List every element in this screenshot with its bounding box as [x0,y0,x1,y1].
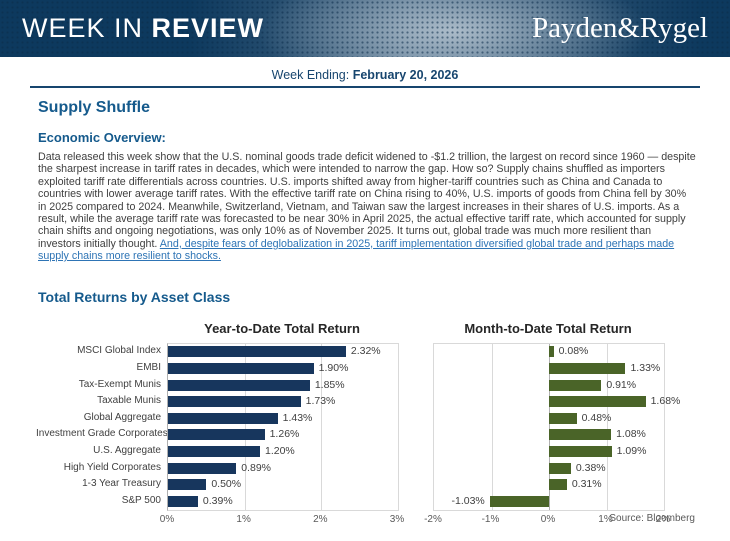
bar [168,412,278,424]
bar [168,479,207,491]
bar [549,379,602,391]
value-label: 0.08% [558,345,589,358]
ytd-total-return-chart: Year-to-Date Total Return MSCI Global In… [36,320,404,527]
bar [168,429,265,441]
category-label: U.S. Aggregate [93,445,161,457]
ytd-chart-area: MSCI Global Index EMBI Tax-Exempt Munis Tax… [36,342,404,527]
newsletter-title-bold: REVIEW [151,13,265,43]
mtd-x-axis: -2% -1% 0% 1% 2% [424,511,670,527]
bar [168,495,198,507]
bar [549,479,567,491]
value-label: 1.20% [265,445,295,458]
header-banner: WEEK IN REVIEW Payden&Rygel [0,0,730,57]
value-label: 0.91% [606,378,637,391]
bar [168,396,301,408]
article-title: Supply Shuffle [38,99,150,116]
value-label: 0.50% [211,478,242,491]
value-label: 1.73% [305,395,336,408]
x-tick-label: 1% [598,513,613,525]
mtd-chart-title: Month-to-Date Total Return [464,320,632,336]
week-ending-label: Week Ending: [271,68,353,82]
section-title: Total Returns by Asset Class [38,288,231,305]
divider-rule [30,86,700,88]
x-tick-label: -2% [424,513,442,525]
gridline [244,343,246,510]
brand-logo: Payden&Rygel [531,12,708,44]
x-tick-label: 2% [655,513,671,525]
ytd-plot-area: 2.32% 1.90% 1.85% 1.73% 1.43% 1.26% 1.20% 0.89%… [167,342,399,511]
gridline [606,343,608,510]
bar [549,346,554,358]
bar [549,363,626,375]
value-label: 1.43% [282,411,313,424]
bar [168,446,260,458]
x-tick-label: 2% [313,513,328,525]
bar [549,412,577,424]
zero-axis-line [549,343,550,510]
ytd-x-axis: 0% 1% 2% 3% [160,511,404,527]
week-ending-line: Week Ending: February 20, 2026 [0,68,730,82]
category-label: EMBI [136,362,161,374]
category-label: High Yield Corporates [63,461,161,473]
bar [489,495,549,507]
bar [549,446,612,458]
value-label: 2.32% [350,345,381,358]
bar [549,429,612,441]
gridline [321,343,323,510]
article-body-text: Data released this week show that the U.… [38,151,696,250]
value-label: 1.26% [269,428,300,441]
category-label: Tax-Exempt Munis [78,378,161,390]
bar [549,462,571,474]
newsletter-title-light: WEEK IN [22,13,152,43]
gridline [491,343,493,510]
article-body: Data released this week show that the U.… [38,151,696,263]
bar [168,379,310,391]
x-tick-label: -1% [481,513,500,525]
x-tick-label: 1% [236,513,251,525]
category-label: MSCI Global Index [77,345,161,357]
article-link[interactable]: And, despite fears of deglobalization in… [38,237,675,263]
value-label: 1.08% [616,428,646,441]
category-label: S&P 500 [121,494,161,506]
x-tick-label: 3% [389,513,405,525]
ytd-category-labels: MSCI Global Index EMBI Tax-Exempt Munis Tax… [36,343,168,509]
newsletter-title: WEEK IN REVIEW [22,13,264,44]
value-label: 1.09% [616,445,647,458]
economic-overview-heading: Economic Overview: [38,130,166,145]
category-label: Global Aggregate [83,411,161,423]
x-tick-label: 0% [159,513,175,525]
value-label: 0.39% [202,494,233,507]
value-label: 0.89% [241,461,271,474]
source-attribution: Source: Bloomberg [609,513,695,524]
category-label: Investment Grade Corporates [36,428,168,440]
bar [168,363,314,375]
value-label: 0.48% [581,411,612,424]
mtd-plot-area: 0.08% 1.33% 0.91% 1.68% 0.48% 1.08% 1.09% 0.38%… [433,342,680,511]
bar [549,396,646,408]
value-label: 1.85% [314,378,345,391]
value-label: 1.33% [630,362,661,375]
value-label: 0.38% [575,461,606,474]
mtd-chart-area: 0.08% 1.33% 0.91% 1.68% 0.48% 1.08% 1.09% 0.38%… [424,342,680,527]
week-ending-date: February 20, 2026 [352,68,459,82]
category-label: Taxable Munis [97,395,161,407]
bar [168,462,237,474]
value-label: 0.31% [571,478,602,491]
value-label: 1.68% [650,395,681,408]
mtd-total-return-chart: Month-to-Date Total Return 0.08% 1.33% 0.9… [424,320,680,527]
bar [168,346,346,358]
x-tick-label: 0% [540,513,556,525]
charts-region: Year-to-Date Total Return MSCI Global In… [0,321,730,527]
category-label: 1-3 Year Treasury [82,478,161,490]
value-label: -1.03% [451,494,485,507]
value-label: 1.90% [318,362,349,375]
ytd-chart-title: Year-to-Date Total Return [204,320,360,336]
